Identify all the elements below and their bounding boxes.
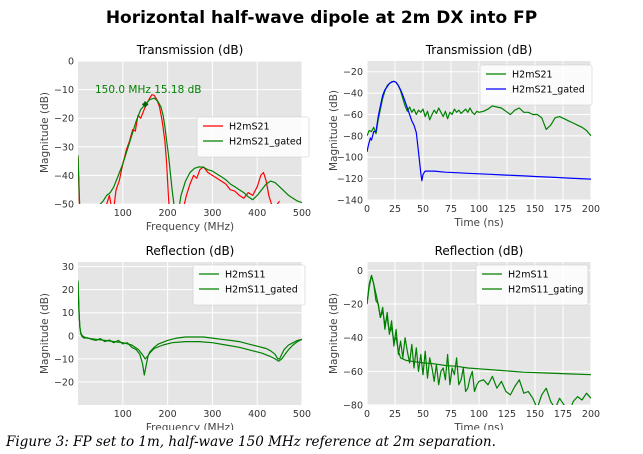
series-line-h2ms11-gating: [367, 274, 591, 376]
chart-tr: 0 25 50 75 100 125 150 175 200 −20 −40 −60 −80 −100 −1…: [328, 43, 600, 229]
x-tick-label: 75: [445, 204, 457, 215]
series-group: [367, 274, 591, 405]
x-tick-label: 150: [526, 204, 544, 215]
marker-dot: [143, 102, 148, 107]
legend-label: H2mS11: [225, 270, 266, 281]
y-tick-label: −20: [54, 377, 74, 388]
y-axis-label: Magnitude (dB): [39, 293, 51, 374]
x-tick-label: 200: [582, 409, 600, 420]
x-tick-label: 100: [470, 409, 488, 420]
figure: Horizontal half-wave dipole at 2m DX int…: [39, 8, 601, 430]
plots-canvas: 100 200 300 400 5000−10−20−30−40−50Transmiss…: [39, 43, 600, 430]
y-tick-label: −40: [54, 171, 74, 182]
y-tick-label: −20: [54, 114, 74, 125]
y-tick-label: −60: [343, 110, 363, 121]
series-line-h2ms21-gated: [78, 97, 302, 204]
chart-title: Transmission (dB): [425, 43, 533, 57]
legend-label: H2mS21_gated: [229, 137, 302, 148]
x-tick-label: 175: [554, 204, 572, 215]
series-line-h2ms21-gated: [367, 80, 591, 182]
y-axis-label: Magnitude (dB): [328, 293, 340, 374]
x-tick-label: 500: [293, 208, 311, 219]
x-tick-label: 400: [248, 409, 266, 420]
y-tick-label: −20: [343, 300, 363, 311]
y-tick-label: −80: [343, 401, 363, 412]
y-tick-label: −120: [337, 174, 363, 185]
x-tick-label: 175: [554, 409, 572, 420]
y-tick-label: −140: [337, 196, 363, 207]
y-tick-label: −60: [343, 367, 363, 378]
y-tick-label: −30: [54, 142, 74, 153]
y-tick-label: −40: [343, 333, 363, 344]
x-tick-label: 200: [159, 409, 177, 420]
chart-title: Reflection (dB): [146, 244, 235, 258]
legend-label: H2mS11: [508, 270, 549, 281]
series-line-h2ms11-gated: [78, 282, 302, 362]
y-tick-label: −40: [343, 89, 363, 100]
x-tick-label: 0: [364, 204, 370, 215]
legend-label: H2mS11_gating: [508, 285, 584, 296]
legend-box: [475, 264, 589, 306]
series-group: [367, 80, 591, 182]
chart-tl: 100 200 300 400 500 0 −10 −20 −30 −40 −50 Transmiss…: [39, 43, 311, 233]
x-tick-label: 300: [203, 208, 221, 219]
series-line-h2ms11: [78, 280, 302, 376]
legend-box: [479, 64, 593, 106]
x-tick-label: 200: [582, 204, 600, 215]
y-tick-label: 0: [357, 266, 363, 277]
series-group: [78, 94, 302, 204]
y-tick-label: 20: [62, 285, 74, 296]
chart-title: Reflection (dB): [435, 244, 524, 258]
x-tick-label: 100: [114, 409, 132, 420]
chart-title: Transmission (dB): [136, 43, 244, 57]
y-tick-label: 10: [62, 308, 74, 319]
x-tick-label: 125: [498, 409, 516, 420]
y-tick-label: −100: [337, 153, 363, 164]
figure-caption: Figure 3: FP set to 1m, half-wave 150 MH…: [6, 434, 496, 450]
x-tick-label: 125: [498, 204, 516, 215]
x-tick-label: 0: [364, 409, 370, 420]
x-tick-label: 75: [445, 409, 457, 420]
x-axis-label: Time (ns): [453, 422, 503, 430]
x-tick-label: 50: [417, 204, 429, 215]
legend-label: H2mS11_gated: [225, 285, 298, 296]
series-group: [78, 280, 302, 376]
x-axis-label: Time (ns): [453, 217, 503, 229]
chart-br: 0 25 50 75 100 125 150 175 200 0 −20 −40 −60 −80 Refle…: [328, 244, 600, 430]
x-tick-label: 500: [293, 409, 311, 420]
marker-annotation: 150.0 MHz 15.18 dB: [95, 84, 201, 96]
y-tick-label: −10: [54, 85, 74, 96]
y-tick-label: −80: [343, 131, 363, 142]
x-tick-label: 100: [470, 204, 488, 215]
x-tick-label: 400: [248, 208, 266, 219]
x-tick-label: 50: [417, 409, 429, 420]
x-tick-label: 200: [159, 208, 177, 219]
y-tick-label: −20: [343, 67, 363, 78]
y-tick-label: 30: [62, 262, 74, 273]
y-tick-label: 0: [68, 57, 74, 68]
y-tick-label: 0: [68, 331, 74, 342]
series-line-h2ms11: [367, 274, 591, 405]
x-axis-label: Frequency (MHz): [146, 221, 234, 233]
legend-label: H2mS21: [229, 122, 270, 133]
x-axis-label: Frequency (MHz): [146, 422, 234, 430]
figure-title: Horizontal half-wave dipole at 2m DX int…: [105, 8, 538, 28]
y-tick-label: −10: [54, 354, 74, 365]
y-tick-label: −50: [54, 200, 74, 211]
legend-box: [196, 116, 310, 158]
x-tick-label: 150: [526, 409, 544, 420]
legend-label: H2mS21_gated: [512, 85, 585, 96]
y-axis-label: Magnitude (dB): [39, 92, 51, 173]
x-tick-label: 100: [114, 208, 132, 219]
series-line-h2ms21: [78, 94, 281, 204]
x-tick-label: 25: [389, 409, 401, 420]
legend-label: H2mS21: [512, 70, 553, 81]
x-tick-label: 300: [203, 409, 221, 420]
y-axis-label: Magnitude (dB): [328, 90, 340, 171]
x-tick-label: 25: [389, 204, 401, 215]
legend-box: [192, 264, 306, 306]
